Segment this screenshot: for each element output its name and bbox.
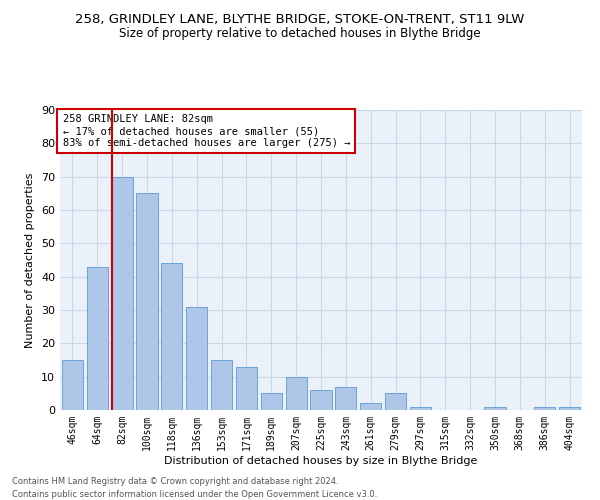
Bar [360, 404, 381, 410]
Bar [87, 266, 108, 410]
Bar [261, 394, 282, 410]
Bar [484, 406, 506, 410]
Bar [410, 406, 431, 410]
Text: Contains HM Land Registry data © Crown copyright and database right 2024.: Contains HM Land Registry data © Crown c… [12, 478, 338, 486]
Bar [310, 390, 332, 410]
Bar [161, 264, 182, 410]
Text: Size of property relative to detached houses in Blythe Bridge: Size of property relative to detached ho… [119, 28, 481, 40]
Bar [385, 394, 406, 410]
Bar [136, 194, 158, 410]
Bar [534, 406, 555, 410]
Bar [335, 386, 356, 410]
Bar [559, 406, 580, 410]
Bar [236, 366, 257, 410]
Text: 258 GRINDLEY LANE: 82sqm
← 17% of detached houses are smaller (55)
83% of semi-d: 258 GRINDLEY LANE: 82sqm ← 17% of detach… [62, 114, 350, 148]
Bar [186, 306, 207, 410]
Bar [211, 360, 232, 410]
Text: Contains public sector information licensed under the Open Government Licence v3: Contains public sector information licen… [12, 490, 377, 499]
Text: 258, GRINDLEY LANE, BLYTHE BRIDGE, STOKE-ON-TRENT, ST11 9LW: 258, GRINDLEY LANE, BLYTHE BRIDGE, STOKE… [76, 12, 524, 26]
Bar [62, 360, 83, 410]
X-axis label: Distribution of detached houses by size in Blythe Bridge: Distribution of detached houses by size … [164, 456, 478, 466]
Y-axis label: Number of detached properties: Number of detached properties [25, 172, 35, 348]
Bar [112, 176, 133, 410]
Bar [286, 376, 307, 410]
